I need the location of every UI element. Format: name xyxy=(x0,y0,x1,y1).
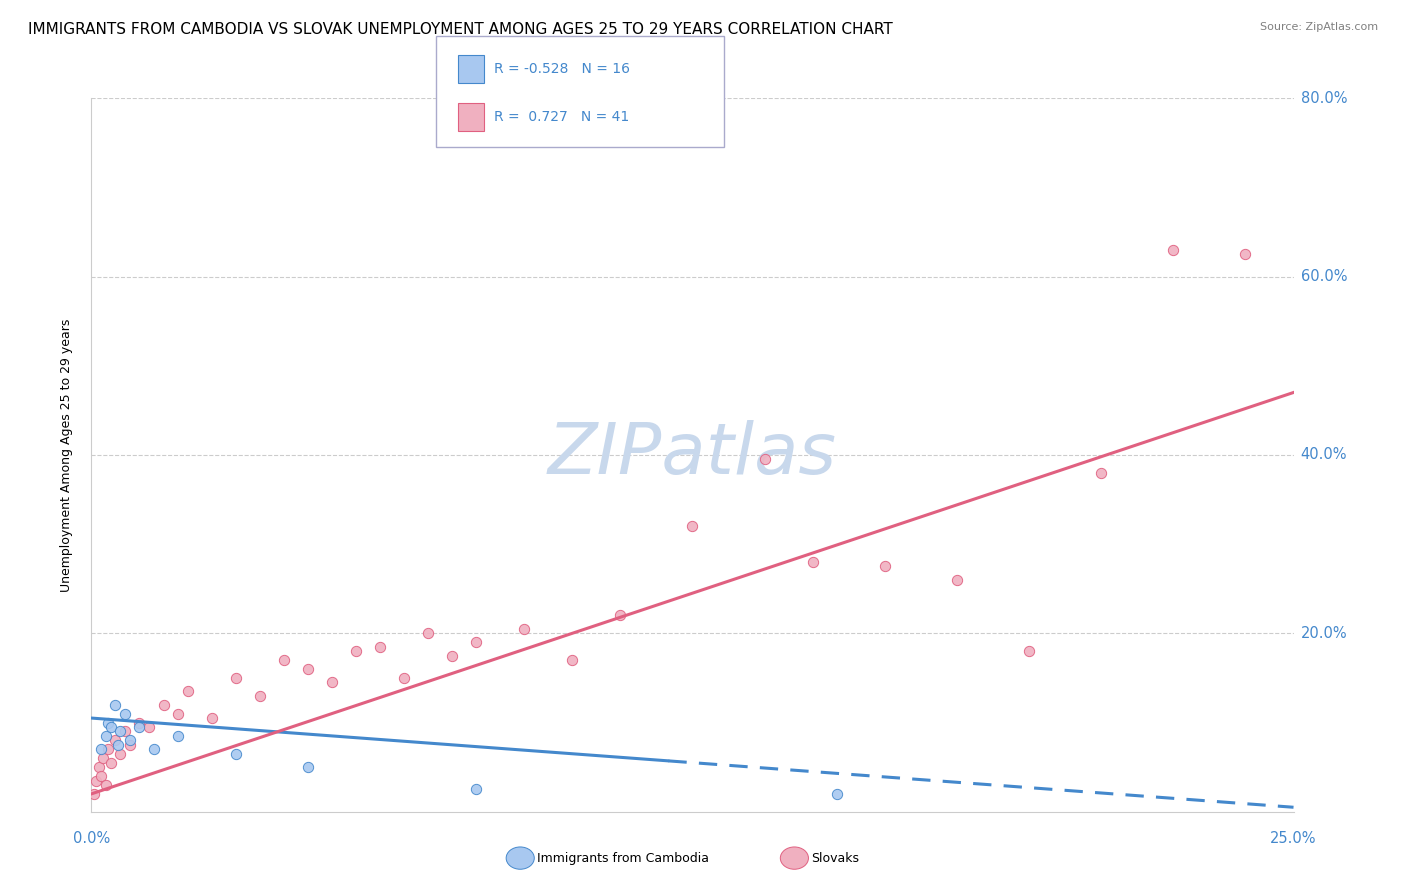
Text: Source: ZipAtlas.com: Source: ZipAtlas.com xyxy=(1260,22,1378,32)
Point xyxy=(97,715,120,730)
Point xyxy=(392,671,415,685)
Text: Slovaks: Slovaks xyxy=(811,852,859,864)
Point xyxy=(225,747,247,761)
Point xyxy=(416,626,439,640)
Point xyxy=(873,559,896,574)
Point xyxy=(142,742,165,756)
Text: IMMIGRANTS FROM CAMBODIA VS SLOVAK UNEMPLOYMENT AMONG AGES 25 TO 29 YEARS CORREL: IMMIGRANTS FROM CAMBODIA VS SLOVAK UNEMP… xyxy=(28,22,893,37)
Point xyxy=(94,778,117,792)
Point xyxy=(1234,247,1257,261)
Point xyxy=(200,711,222,725)
Point xyxy=(368,640,391,654)
Text: 0.0%: 0.0% xyxy=(73,831,110,846)
Point xyxy=(225,671,247,685)
Point xyxy=(110,747,132,761)
Text: 20.0%: 20.0% xyxy=(1301,626,1347,640)
Point xyxy=(1018,644,1040,658)
Point xyxy=(118,733,141,747)
Point xyxy=(167,706,190,721)
Point xyxy=(249,689,271,703)
Point xyxy=(107,738,129,752)
Point xyxy=(176,684,198,698)
Point xyxy=(297,760,319,774)
Point xyxy=(90,742,112,756)
Point xyxy=(100,720,122,734)
Point xyxy=(513,622,536,636)
Point xyxy=(90,769,112,783)
Point xyxy=(84,773,107,788)
Point xyxy=(94,729,117,743)
Text: 25.0%: 25.0% xyxy=(1270,831,1317,846)
Point xyxy=(609,608,631,623)
Point xyxy=(97,742,120,756)
Text: ZIPatlas: ZIPatlas xyxy=(548,420,837,490)
Point xyxy=(1090,466,1112,480)
Point xyxy=(273,653,295,667)
Point xyxy=(465,635,488,649)
Point xyxy=(118,738,141,752)
Y-axis label: Unemployment Among Ages 25 to 29 years: Unemployment Among Ages 25 to 29 years xyxy=(60,318,73,591)
Text: 60.0%: 60.0% xyxy=(1301,269,1347,284)
Point xyxy=(110,724,132,739)
Point xyxy=(681,519,703,533)
Point xyxy=(1161,243,1184,257)
Point xyxy=(128,715,150,730)
Text: R =  0.727   N = 41: R = 0.727 N = 41 xyxy=(494,110,628,124)
Point xyxy=(83,787,105,801)
Text: R = -0.528   N = 16: R = -0.528 N = 16 xyxy=(494,62,630,76)
Point xyxy=(297,662,319,676)
Point xyxy=(87,760,110,774)
Point xyxy=(561,653,583,667)
Point xyxy=(321,675,343,690)
Point xyxy=(152,698,174,712)
Point xyxy=(801,555,824,569)
Point xyxy=(440,648,463,663)
Point xyxy=(946,573,969,587)
Point xyxy=(754,452,776,467)
Point xyxy=(344,644,367,658)
Point xyxy=(93,751,115,765)
Point xyxy=(128,720,150,734)
Point xyxy=(100,756,122,770)
Point xyxy=(114,724,136,739)
Point xyxy=(825,787,848,801)
Point xyxy=(104,733,127,747)
Point xyxy=(114,706,136,721)
Text: Immigrants from Cambodia: Immigrants from Cambodia xyxy=(537,852,709,864)
Point xyxy=(104,698,127,712)
Text: 80.0%: 80.0% xyxy=(1301,91,1347,105)
Point xyxy=(465,782,488,797)
Point xyxy=(167,729,190,743)
Point xyxy=(138,720,160,734)
Text: 40.0%: 40.0% xyxy=(1301,448,1347,462)
